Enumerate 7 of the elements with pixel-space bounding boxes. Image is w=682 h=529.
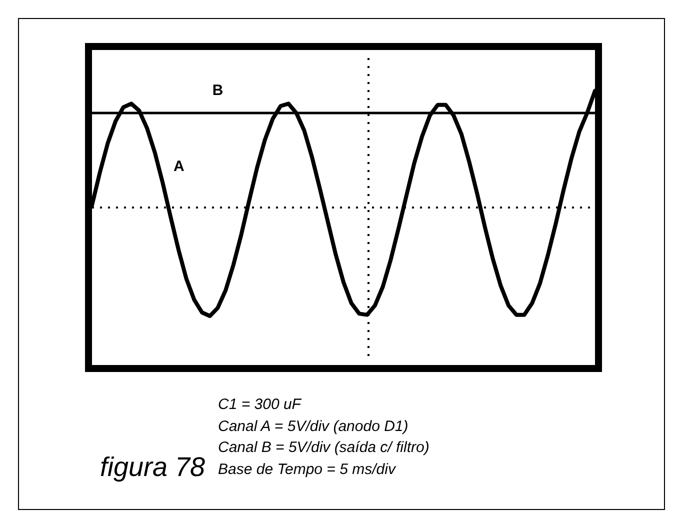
text: Canal A = 5V/div (anodo D1) <box>218 416 410 436</box>
text: figura 78 <box>100 452 206 483</box>
text: Canal B = 5V/div (saída c/ filtro) <box>218 438 430 458</box>
text: Base de Tempo = 5 ms/div <box>218 460 398 480</box>
text: C1 = 300 uF <box>218 395 302 415</box>
series-label: A <box>173 158 184 175</box>
series-label: B <box>212 82 224 100</box>
